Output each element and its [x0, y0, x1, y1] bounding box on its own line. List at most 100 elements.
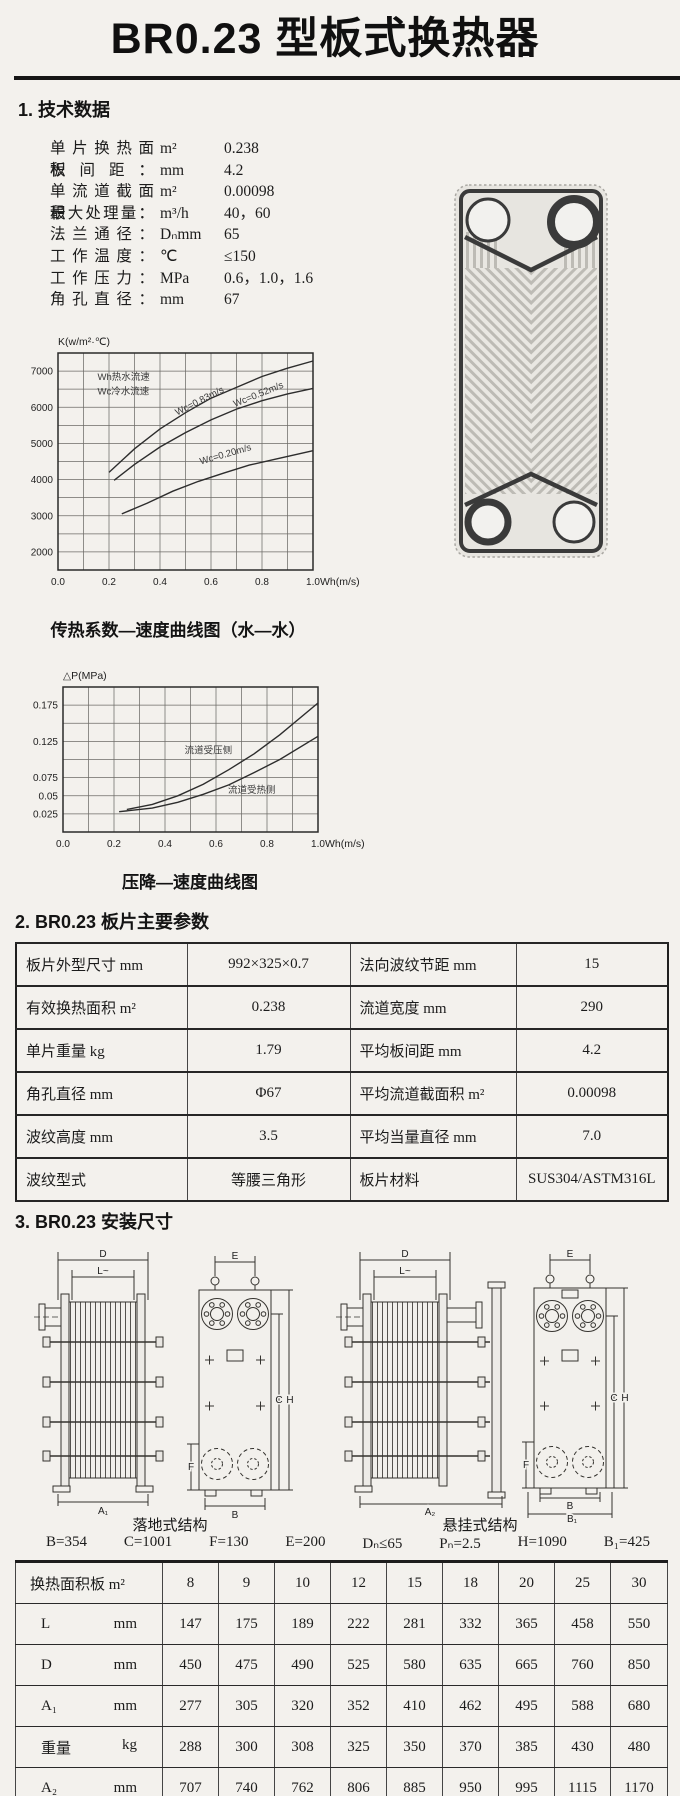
svg-text:Wh(m/s): Wh(m/s)	[325, 838, 365, 850]
spec-label: 工作压力：	[50, 269, 154, 287]
area-header: 15	[386, 1561, 443, 1604]
cell-value: 475	[218, 1644, 275, 1686]
heat-transfer-coefficient-chart: 2000 3000 4000 5000 6000 7000 0.0 0.2 0.4 0.6 0.8 1…	[31, 336, 360, 588]
row-key: A₂	[41, 1779, 58, 1796]
dim-value: Dₙ≤65	[362, 1536, 403, 1552]
spec-label: 单流道截面积：	[50, 183, 154, 223]
cell-value: 352	[330, 1685, 387, 1727]
param-value: 4.2	[515, 1028, 669, 1073]
dim-label-c: C	[610, 1393, 617, 1404]
caption-floor-type: 落地式结构	[132, 1517, 208, 1534]
plate-photo	[452, 182, 610, 560]
svg-text:Wh(m/s): Wh(m/s)	[320, 576, 360, 588]
spec-unit: m²	[160, 140, 177, 157]
caption-hanging-type: 悬挂式结构	[442, 1517, 518, 1534]
spec-value: ≤150	[224, 247, 256, 265]
area-header: 25	[554, 1561, 611, 1604]
cell-value: 490	[274, 1644, 331, 1686]
cell-value: 806	[330, 1767, 387, 1796]
spec-value: 67	[224, 291, 240, 309]
row-header: 重量 kg	[15, 1726, 163, 1768]
spec-value: 0.238	[224, 140, 259, 157]
cell-value: 635	[442, 1644, 499, 1686]
cell-value: 480	[610, 1726, 668, 1768]
spec-value: 40，60	[224, 204, 271, 222]
row-header-inner: 重量 kg	[17, 1737, 161, 1758]
svg-text:0.6: 0.6	[209, 839, 223, 850]
cell-value: 740	[218, 1767, 275, 1796]
param-value: Φ67	[186, 1071, 351, 1116]
svg-text:0.075: 0.075	[33, 773, 58, 784]
table-row: 板片外型尺寸 mm 992×325×0.7 法向波纹节距 mm 15	[15, 942, 669, 987]
row-unit: mm	[113, 1656, 137, 1673]
spec-unit: ℃	[160, 247, 178, 265]
table-row: A₂ mm 707 740 762 806 885 950 995 1115 1170	[15, 1767, 668, 1796]
svg-text:7000: 7000	[31, 367, 54, 378]
cell-value: 525	[330, 1644, 387, 1686]
pressure-drop-chart: 0.025 0.05 0.075 0.125 0.175 0.0 0.2 0.4 0.6 0.8 1…	[33, 670, 365, 850]
spec-unit: m³/h	[160, 204, 189, 222]
row-key: A₁	[41, 1697, 58, 1714]
dim-label-c: C	[275, 1395, 282, 1406]
title-rule	[14, 76, 680, 80]
row-key: D	[41, 1656, 52, 1673]
svg-text:6000: 6000	[31, 403, 54, 414]
spec-label: 单片换热面积：	[50, 140, 154, 179]
cell-value: 850	[610, 1644, 668, 1686]
cell-value: 665	[498, 1644, 555, 1686]
dim-label-d: D	[99, 1249, 106, 1260]
dim-label-b: B	[232, 1510, 239, 1520]
install-dims: B=354 C=1001 F=130 E=200 Dₙ≤65 Pₙ=2.5 H=1090 B₁…	[46, 1534, 650, 1553]
spec-row: 单流道截面积： m² 0.00098	[50, 179, 360, 222]
row-unit: mm	[113, 1615, 137, 1632]
cell-value: 950	[442, 1767, 499, 1796]
spec-unit: mm	[160, 291, 185, 309]
svg-text:4000: 4000	[31, 475, 54, 486]
svg-text:0.6: 0.6	[204, 577, 218, 588]
param-value: 992×325×0.7	[186, 942, 351, 987]
param-label: 平均流道截面积 m²	[349, 1071, 517, 1116]
spec-label: 法兰通径：	[50, 226, 154, 244]
cell-value: 410	[386, 1685, 443, 1727]
cell-value: 680	[610, 1685, 668, 1727]
param-value: 0.00098	[515, 1071, 669, 1116]
cell-value: 308	[274, 1726, 331, 1768]
drawing-hanging-front-view: E C H F B B₁	[521, 1248, 630, 1525]
dim-label-d: D	[401, 1249, 408, 1260]
dim-value: H=1090	[517, 1534, 567, 1550]
cell-value: 760	[554, 1644, 611, 1686]
row-header: A₁ mm	[15, 1685, 163, 1727]
svg-text:1.0: 1.0	[306, 577, 320, 588]
spec-row: 单片换热面积： m² 0.238	[50, 136, 360, 179]
cell-value: 350	[386, 1726, 443, 1768]
spec-label: 工作温度：	[50, 247, 154, 265]
cell-value: 762	[274, 1767, 331, 1796]
svg-text:Wc=0.52m/s: Wc=0.52m/s	[232, 380, 286, 410]
spec-row: 角孔直径： mm 67	[50, 287, 360, 309]
svg-text:Wc=0.20m/s: Wc=0.20m/s	[199, 442, 253, 467]
cell-value: 707	[162, 1767, 219, 1796]
svg-text:0.025: 0.025	[33, 809, 58, 820]
svg-text:2000: 2000	[31, 547, 54, 558]
spec-row: 法兰通径： Dₙmm 65	[50, 222, 360, 244]
svg-text:Wh热水流速: Wh热水流速	[98, 371, 151, 383]
dim-label-f: F	[523, 1460, 529, 1471]
param-label: 波纹型式	[15, 1157, 188, 1202]
svg-text:0.05: 0.05	[39, 791, 59, 802]
cell-value: 495	[498, 1685, 555, 1727]
row-unit: kg	[122, 1736, 137, 1753]
dim-label-a2: A₂	[425, 1507, 436, 1516]
svg-text:0.0: 0.0	[56, 839, 70, 850]
svg-text:0.2: 0.2	[107, 839, 121, 850]
row-unit: mm	[113, 1779, 137, 1796]
svg-text:0.4: 0.4	[153, 577, 167, 588]
cell-value: 458	[554, 1603, 611, 1645]
area-header: 8	[162, 1561, 219, 1604]
cell-value: 300	[218, 1726, 275, 1768]
plate-params-table: 板片外型尺寸 mm 992×325×0.7 法向波纹节距 mm 15 有效换热面积 m²…	[15, 942, 669, 1202]
dim-label-h: H	[621, 1393, 628, 1404]
svg-text:0.4: 0.4	[158, 839, 172, 850]
table-row: 重量 kg 288 300 308 325 350 370 385 430 480	[15, 1726, 668, 1768]
